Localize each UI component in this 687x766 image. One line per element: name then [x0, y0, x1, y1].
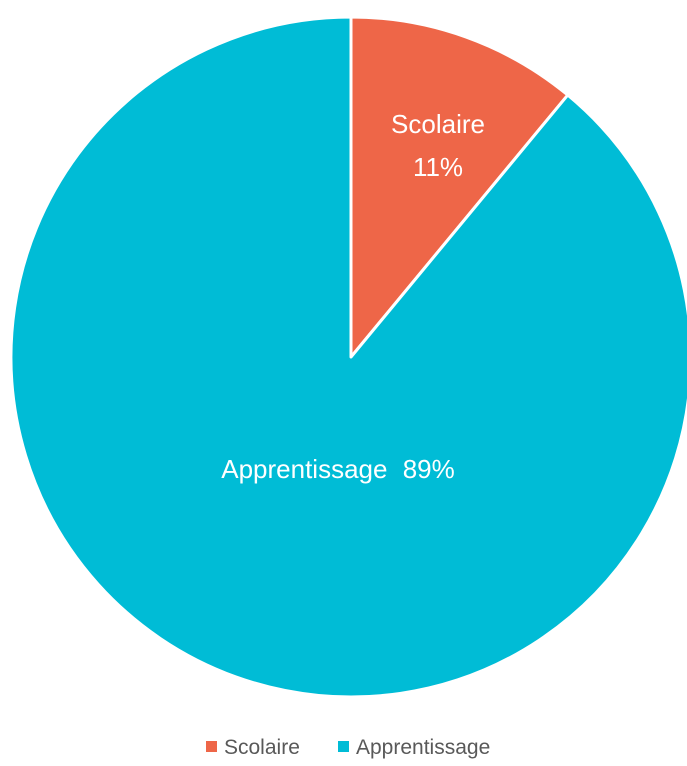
slice-label-apprentissage-percent: 89%	[403, 454, 455, 484]
slice-label-apprentissage-name: Apprentissage	[221, 454, 387, 484]
legend-swatch-scolaire	[206, 741, 217, 752]
legend-label-apprentissage: Apprentissage	[356, 736, 490, 759]
pie-slices	[9, 15, 687, 699]
slice-label-scolaire-name: Scolaire	[391, 109, 485, 139]
pie-slice-apprentissage	[9, 15, 687, 699]
legend: Scolaire Apprentissage	[206, 736, 490, 759]
slice-label-apprentissage: Apprentissage 89%	[221, 454, 455, 484]
legend-swatch-apprentissage	[338, 741, 349, 752]
legend-label-scolaire: Scolaire	[224, 736, 300, 759]
pie-slice-scolaire	[349, 15, 570, 359]
slice-label-scolaire-percent: 11%	[413, 152, 463, 182]
